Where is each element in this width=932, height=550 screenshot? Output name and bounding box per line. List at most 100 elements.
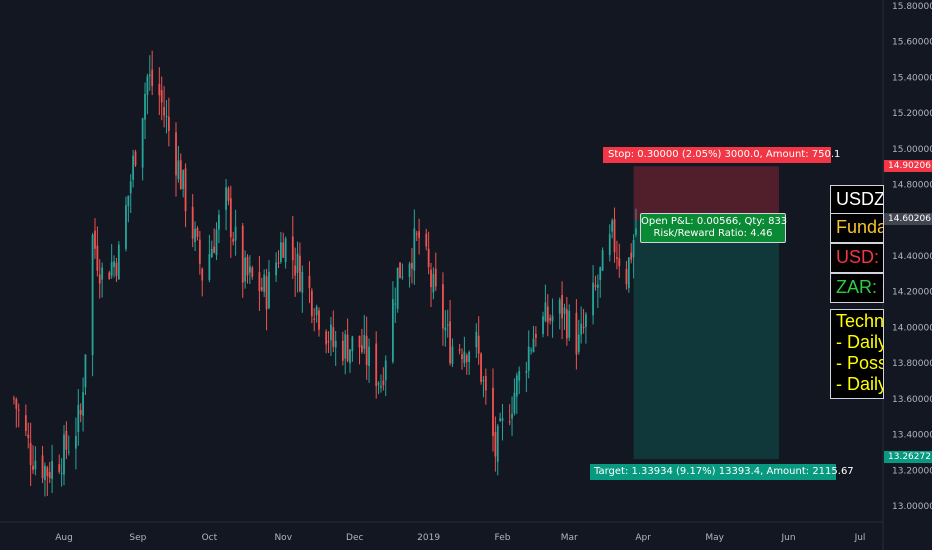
candle-down: [418, 231, 421, 238]
candle-down: [484, 376, 487, 391]
candle-down: [594, 285, 597, 287]
candle-down: [134, 151, 137, 166]
candle-up: [177, 160, 180, 180]
candle-down: [346, 334, 349, 361]
pnl-label[interactable]: Open P&L: 0.00566, Qty: 833 Risk/Reward …: [640, 213, 787, 243]
candle-up: [210, 249, 213, 258]
candle-down: [546, 306, 549, 323]
candle-down: [399, 262, 401, 278]
candle-up: [530, 349, 533, 351]
stop-label[interactable]: Stop: 0.30000 (2.05%) 3000.0, Amount: 75…: [603, 147, 840, 163]
candle-up: [268, 271, 270, 309]
candle-down: [48, 471, 51, 479]
candle-up: [275, 262, 278, 276]
target-label[interactable]: Target: 1.33934 (9.17%) 13393.4, Amount:…: [590, 464, 854, 480]
technical-line-2: - Possil: [836, 353, 883, 373]
candle-down: [41, 455, 44, 479]
candle-down: [229, 198, 232, 238]
technical-line-3: - Daily: [836, 374, 884, 394]
x-tick-label: Apr: [635, 533, 651, 543]
candle-up: [632, 239, 635, 258]
candle-up: [432, 274, 435, 293]
candle-up: [315, 306, 318, 316]
candle-down: [94, 230, 96, 249]
target-zone[interactable]: [633, 219, 779, 460]
y-tick-label: 13.40000: [892, 431, 932, 441]
candle-down: [282, 242, 285, 258]
y-tick-label: 14.80000: [892, 181, 932, 191]
candle-up: [501, 418, 504, 421]
candle-up: [234, 226, 237, 241]
time-axis[interactable]: Aug Sep Oct Nov Dec 2019 Feb Mar Apr May Jun Jul: [55, 533, 865, 543]
y-tick-label: 15.40000: [892, 73, 932, 83]
candle-up: [515, 375, 518, 397]
candle-up: [51, 461, 53, 480]
candle-up: [446, 324, 449, 326]
candle-up: [146, 76, 149, 95]
candle-down: [442, 284, 444, 329]
candle-down: [32, 465, 34, 470]
candle-down: [494, 432, 497, 457]
candle-up: [334, 340, 337, 348]
y-tick-label: 14.20000: [892, 288, 932, 298]
last-price-tag: 14.60206: [884, 213, 932, 225]
candle-down: [260, 287, 263, 291]
candle-up: [377, 383, 380, 385]
candle-down: [27, 434, 30, 439]
candle-down: [241, 225, 244, 283]
candle-up: [218, 214, 220, 230]
candle-up: [444, 327, 447, 331]
candle-up: [401, 276, 404, 278]
candle-down: [561, 294, 563, 319]
candle-up: [330, 324, 332, 341]
candle-down: [582, 327, 585, 329]
candle-up: [248, 266, 251, 273]
technical-title: Technic: [836, 311, 884, 331]
candle-down: [341, 340, 344, 361]
candle-down: [158, 84, 161, 96]
candle-up: [580, 323, 583, 335]
candle-up: [77, 405, 80, 433]
candle-down: [46, 467, 49, 477]
x-tick-label: Jun: [780, 533, 795, 543]
candle-down: [434, 268, 437, 287]
candle-down: [318, 310, 320, 330]
candle-up: [351, 336, 354, 352]
candle-down: [65, 430, 68, 450]
y-tick-label: 15.60000: [892, 38, 932, 48]
x-tick-label: Nov: [274, 533, 292, 543]
candle-down: [175, 132, 177, 176]
candle-up: [518, 370, 521, 381]
candle-down: [508, 421, 511, 423]
candle-down: [58, 464, 61, 472]
x-tick-label: Mar: [561, 533, 578, 543]
candle-up: [468, 352, 471, 363]
candle-up: [91, 234, 94, 356]
candle-up: [482, 380, 485, 382]
candle-down: [151, 69, 154, 87]
candle-up: [194, 228, 196, 243]
candle-down: [201, 268, 204, 281]
candle-down: [382, 380, 385, 386]
candle-up: [144, 94, 146, 120]
candle-down: [415, 233, 418, 235]
y-tick-label: 15.00000: [892, 145, 932, 155]
candle-down: [425, 233, 428, 247]
price-axis[interactable]: 15.80000 15.60000 15.40000 15.20000 15.00000…: [892, 2, 932, 512]
candle-up: [558, 299, 561, 314]
technical-panel: Technic - Daily - Possil - Daily: [830, 309, 884, 399]
candle-up: [301, 271, 304, 293]
candle-down: [13, 398, 15, 400]
candles-layer: [13, 50, 637, 497]
candle-down: [232, 238, 235, 242]
candle-down: [365, 336, 368, 365]
y-tick-label: 15.80000: [892, 2, 932, 12]
stop-zone[interactable]: [633, 166, 779, 220]
candle-up: [601, 250, 604, 271]
candle-down: [29, 442, 32, 466]
candle-up: [596, 284, 599, 288]
candle-up: [363, 334, 366, 349]
candle-up: [525, 370, 528, 373]
candle-down: [313, 318, 316, 320]
